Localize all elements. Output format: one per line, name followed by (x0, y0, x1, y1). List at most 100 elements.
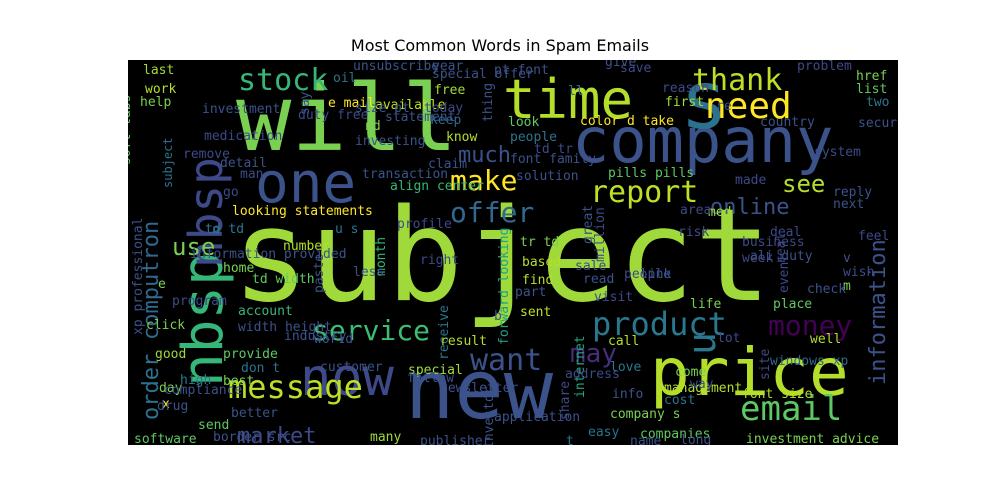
word-remove: remove (183, 147, 230, 162)
word-based: based (522, 255, 561, 270)
word-don-t: don t (241, 361, 280, 376)
word-investor: investor (482, 386, 497, 449)
word-t: t (566, 434, 574, 449)
word-made: made (735, 173, 766, 188)
word-make: make (450, 164, 517, 197)
word-see: see (782, 170, 825, 198)
word-two: two (866, 95, 889, 110)
word-unsubscribe: unsubscribe (353, 59, 439, 74)
word-lot: lot (717, 331, 740, 346)
word-subject: subject (232, 182, 771, 331)
word-life: life (690, 297, 721, 312)
word-call: call (608, 334, 639, 349)
word-home: home (223, 261, 254, 276)
word-come: come (675, 365, 706, 380)
word-know: know (446, 130, 477, 145)
word-love: love (610, 360, 641, 375)
word-s: s (680, 54, 728, 147)
word-link: link (640, 267, 671, 282)
word-v: v (843, 251, 851, 266)
word-sent: sent (520, 305, 551, 320)
word-ali-duty: ali duty (750, 249, 813, 264)
word-management: management (664, 381, 742, 396)
word-work: work (145, 82, 176, 97)
word-u-s: u s (335, 222, 358, 237)
word-pills-pills: pills pills (608, 166, 694, 181)
word-duty-free: duty free (298, 108, 369, 123)
word-thing: thing (481, 83, 496, 122)
word-say: say (298, 91, 313, 115)
word-check: check (807, 282, 846, 297)
word-name: name (630, 434, 661, 449)
word-sale: sale (575, 259, 606, 274)
word-good: good (155, 347, 186, 362)
word-claim: claim (428, 157, 467, 172)
word-information: information (866, 239, 891, 385)
word-people: people (510, 130, 557, 145)
word-great: great (581, 205, 596, 244)
word-med: med (708, 205, 731, 220)
word-investment: investment (202, 102, 280, 117)
word-investment-advice: investment advice (746, 432, 879, 447)
word-e-mail: e mail (328, 96, 375, 111)
word-soft-tabs: soft tabs (119, 95, 134, 165)
word-first: first (665, 95, 704, 110)
word-color-d-take: color d take (580, 114, 674, 129)
word-follow: follow (407, 371, 454, 386)
word-day: day (159, 381, 183, 396)
word-next: next (833, 197, 864, 212)
word-font-size: font size (742, 387, 813, 402)
word-companies: companies (640, 427, 710, 442)
word-stock: stock (238, 63, 328, 98)
word-href: href (856, 69, 887, 84)
word-compliance: compliance (164, 383, 242, 398)
word-m: m (843, 279, 851, 294)
word-use: use (172, 233, 215, 261)
word-internet: internet (573, 335, 588, 398)
word-td-tr: td tr (534, 142, 573, 157)
word-publisher: publisher (420, 434, 491, 449)
word-click: click (146, 318, 185, 333)
word-may: may (570, 339, 617, 369)
word-order: order (139, 354, 164, 420)
word-u: u (680, 332, 724, 355)
word-easy: easy (588, 425, 619, 440)
word-look: look (508, 115, 539, 130)
word-address: address (565, 367, 620, 382)
word-company: company (572, 104, 833, 177)
word-information-provided: information provided (190, 247, 347, 262)
word-month: month (374, 237, 389, 276)
word-b: b (494, 309, 502, 324)
word-transaction: transaction (362, 167, 448, 182)
word-message: message (228, 368, 363, 406)
word-looking-statements: looking statements (232, 204, 373, 219)
word-less: less (353, 265, 384, 280)
word-td-td: td td (205, 222, 244, 237)
word-re: re (716, 99, 732, 114)
word-new: new (405, 343, 554, 438)
word-provide: provide (223, 347, 278, 362)
word-oil: oil (333, 71, 356, 86)
word-company-s: company s (610, 407, 680, 422)
word-country: country (760, 115, 815, 130)
word-security: security (858, 116, 921, 131)
word-week: week (742, 251, 773, 266)
word-now: now (300, 348, 395, 408)
word-statement: statement (385, 110, 455, 125)
word-last: last (143, 63, 174, 78)
word-solution: solution (516, 169, 579, 184)
word-real: real (774, 233, 789, 264)
word-customer: customer (320, 360, 383, 375)
word-place: place (773, 297, 812, 312)
word-account: account (238, 304, 293, 319)
word-td-width: td width (252, 272, 315, 287)
word-best: best (223, 374, 254, 389)
word-go: go (223, 185, 239, 200)
word-application: application (494, 410, 580, 425)
word-today: today (424, 101, 463, 116)
word-x: x (162, 397, 170, 412)
word-detail: detail (220, 156, 267, 171)
word-cost: cost (664, 393, 695, 408)
word-subject: subject (161, 137, 175, 188)
word-feel: feel (858, 229, 889, 244)
